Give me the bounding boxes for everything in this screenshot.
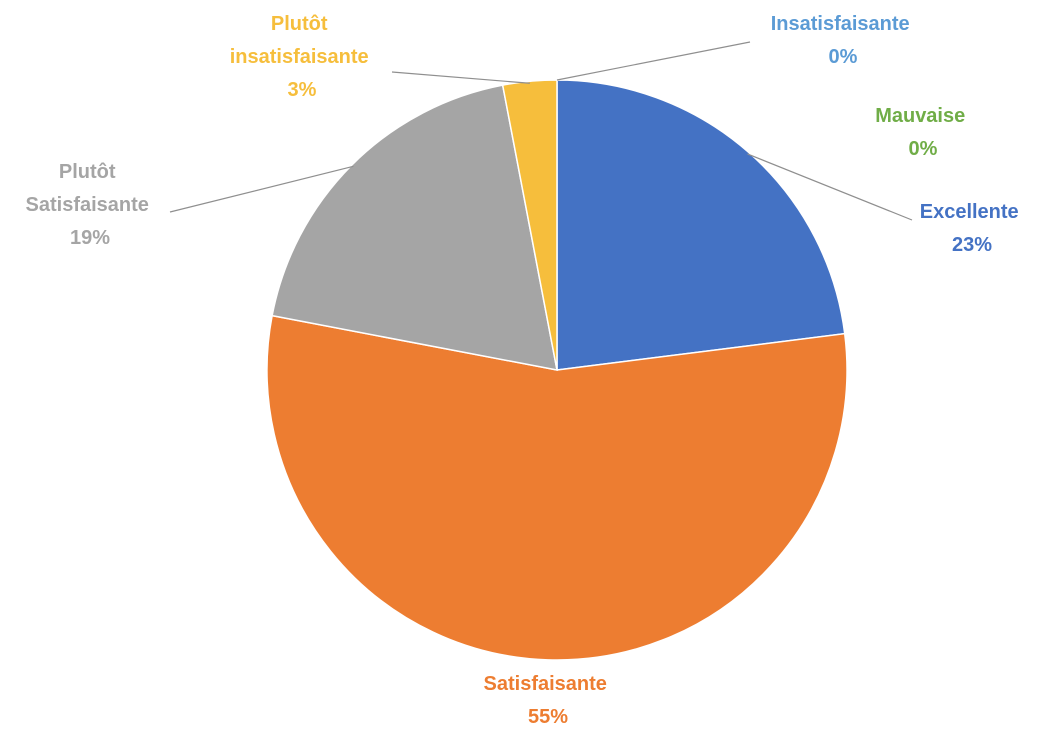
leader-line-plut-t-insatisfaisante xyxy=(391,71,530,84)
leader-line-plut-t-satisfaisante xyxy=(169,165,354,213)
label-plutot-insatisfaisante-name-line2: insatisfaisante xyxy=(230,46,369,68)
label-excellente-percent: 23% xyxy=(952,234,992,256)
pie-slice-plut-t-satisfaisante xyxy=(271,84,558,371)
label-insatisfaisante: Insatisfaisante 0% xyxy=(771,13,916,68)
label-plutot-satisfaisante-percent: 19% xyxy=(70,227,110,249)
label-excellente-name: Excellente xyxy=(920,201,1019,223)
pie-slices xyxy=(266,79,848,661)
label-plutot-insatisfaisante: Plutôt insatisfaisante 3% xyxy=(230,13,375,101)
label-plutot-insatisfaisante-percent: 3% xyxy=(288,79,317,101)
leader-line-insatisfaisante xyxy=(556,41,751,81)
pie-slice-excellente xyxy=(556,79,846,371)
label-plutot-insatisfaisante-name-line1: Plutôt xyxy=(271,13,328,35)
label-mauvaise-name: Mauvaise xyxy=(875,105,965,127)
label-plutot-satisfaisante: Plutôt Satisfaisante 19% xyxy=(26,161,155,249)
label-plutot-satisfaisante-name-line2: Satisfaisante xyxy=(26,194,149,216)
pie-slice-satisfaisante xyxy=(266,314,848,661)
label-satisfaisante-name: Satisfaisante xyxy=(484,673,607,695)
label-mauvaise: Mauvaise 0% xyxy=(875,105,971,160)
pie-slice-plut-t-insatisfaisante xyxy=(501,79,558,371)
label-satisfaisante-percent: 55% xyxy=(528,706,568,728)
leader-lines xyxy=(169,41,913,221)
label-insatisfaisante-percent: 0% xyxy=(829,46,858,68)
label-excellente: Excellente 23% xyxy=(920,201,1025,256)
leader-line-excellente xyxy=(747,153,913,221)
label-insatisfaisante-name: Insatisfaisante xyxy=(771,13,910,35)
label-satisfaisante: Satisfaisante 55% xyxy=(484,673,613,728)
label-plutot-satisfaisante-name-line1: Plutôt xyxy=(59,161,116,183)
label-mauvaise-percent: 0% xyxy=(909,138,938,160)
